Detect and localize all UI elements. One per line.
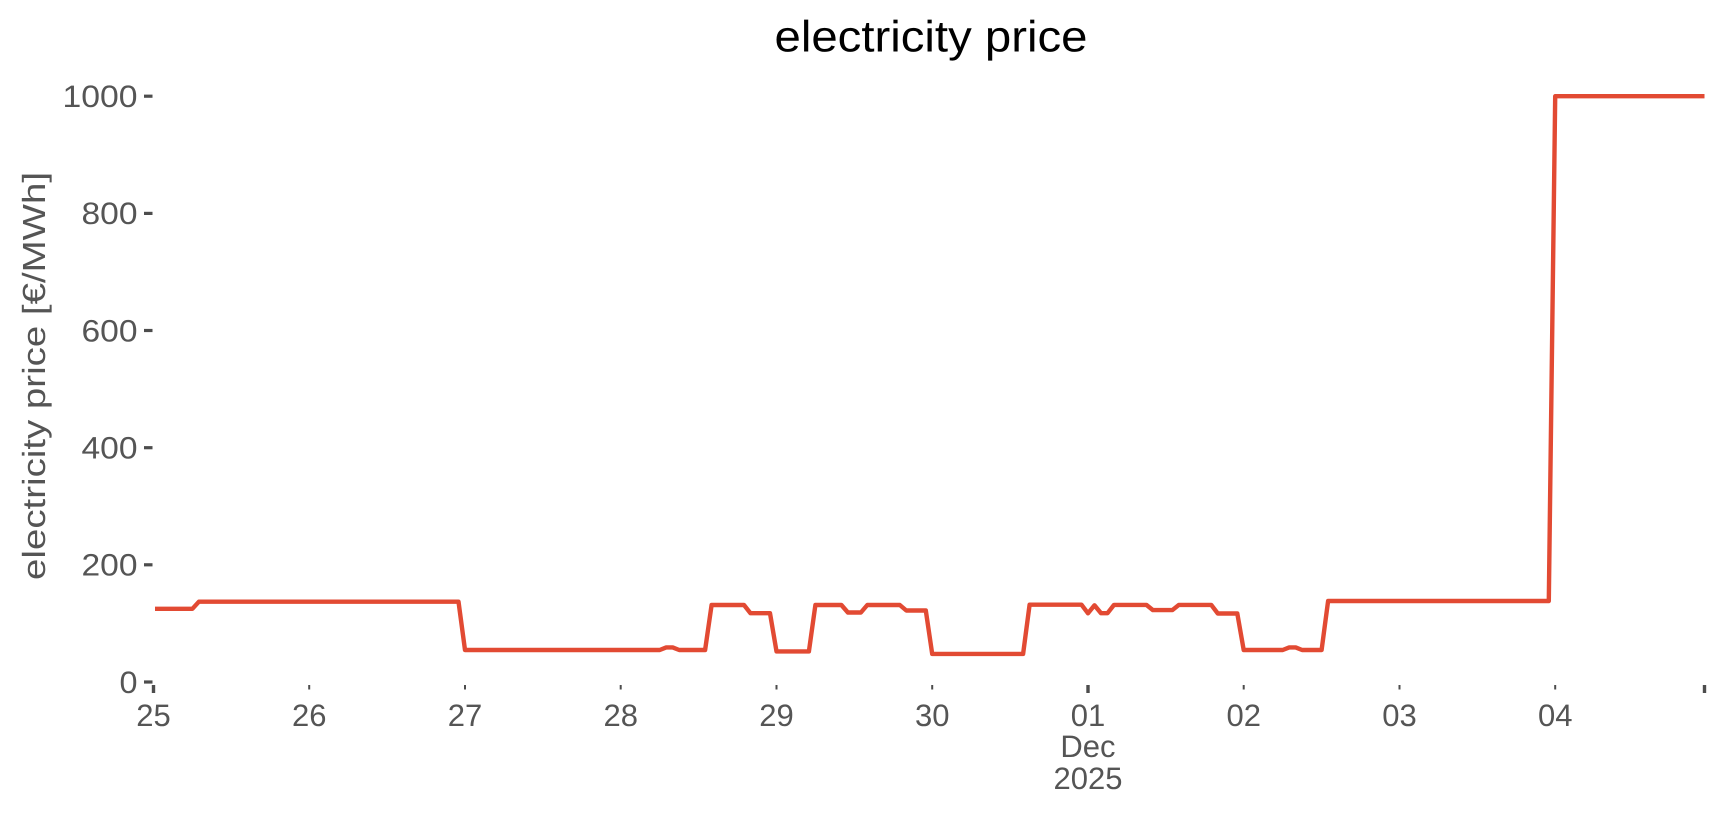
svg-text:27: 27 bbox=[448, 698, 482, 733]
svg-text:1000: 1000 bbox=[63, 79, 138, 114]
svg-text:30: 30 bbox=[915, 698, 949, 733]
svg-text:03: 03 bbox=[1382, 698, 1416, 733]
svg-text:Dec: Dec bbox=[1060, 729, 1115, 764]
svg-text:200: 200 bbox=[82, 548, 138, 583]
svg-text:0: 0 bbox=[120, 665, 138, 700]
svg-text:800: 800 bbox=[82, 196, 138, 231]
svg-text:04: 04 bbox=[1538, 698, 1572, 733]
svg-text:02: 02 bbox=[1226, 698, 1260, 733]
svg-text:28: 28 bbox=[603, 698, 637, 733]
svg-text:26: 26 bbox=[292, 698, 326, 733]
svg-text:2025: 2025 bbox=[1054, 761, 1123, 796]
svg-text:400: 400 bbox=[82, 431, 138, 466]
svg-text:electricity price: electricity price bbox=[775, 13, 1088, 62]
svg-text:01: 01 bbox=[1071, 698, 1105, 733]
svg-text:electricity price [€/MWh]: electricity price [€/MWh] bbox=[16, 172, 52, 580]
svg-text:600: 600 bbox=[82, 313, 138, 348]
svg-text:25: 25 bbox=[136, 698, 170, 733]
svg-text:29: 29 bbox=[759, 698, 793, 733]
